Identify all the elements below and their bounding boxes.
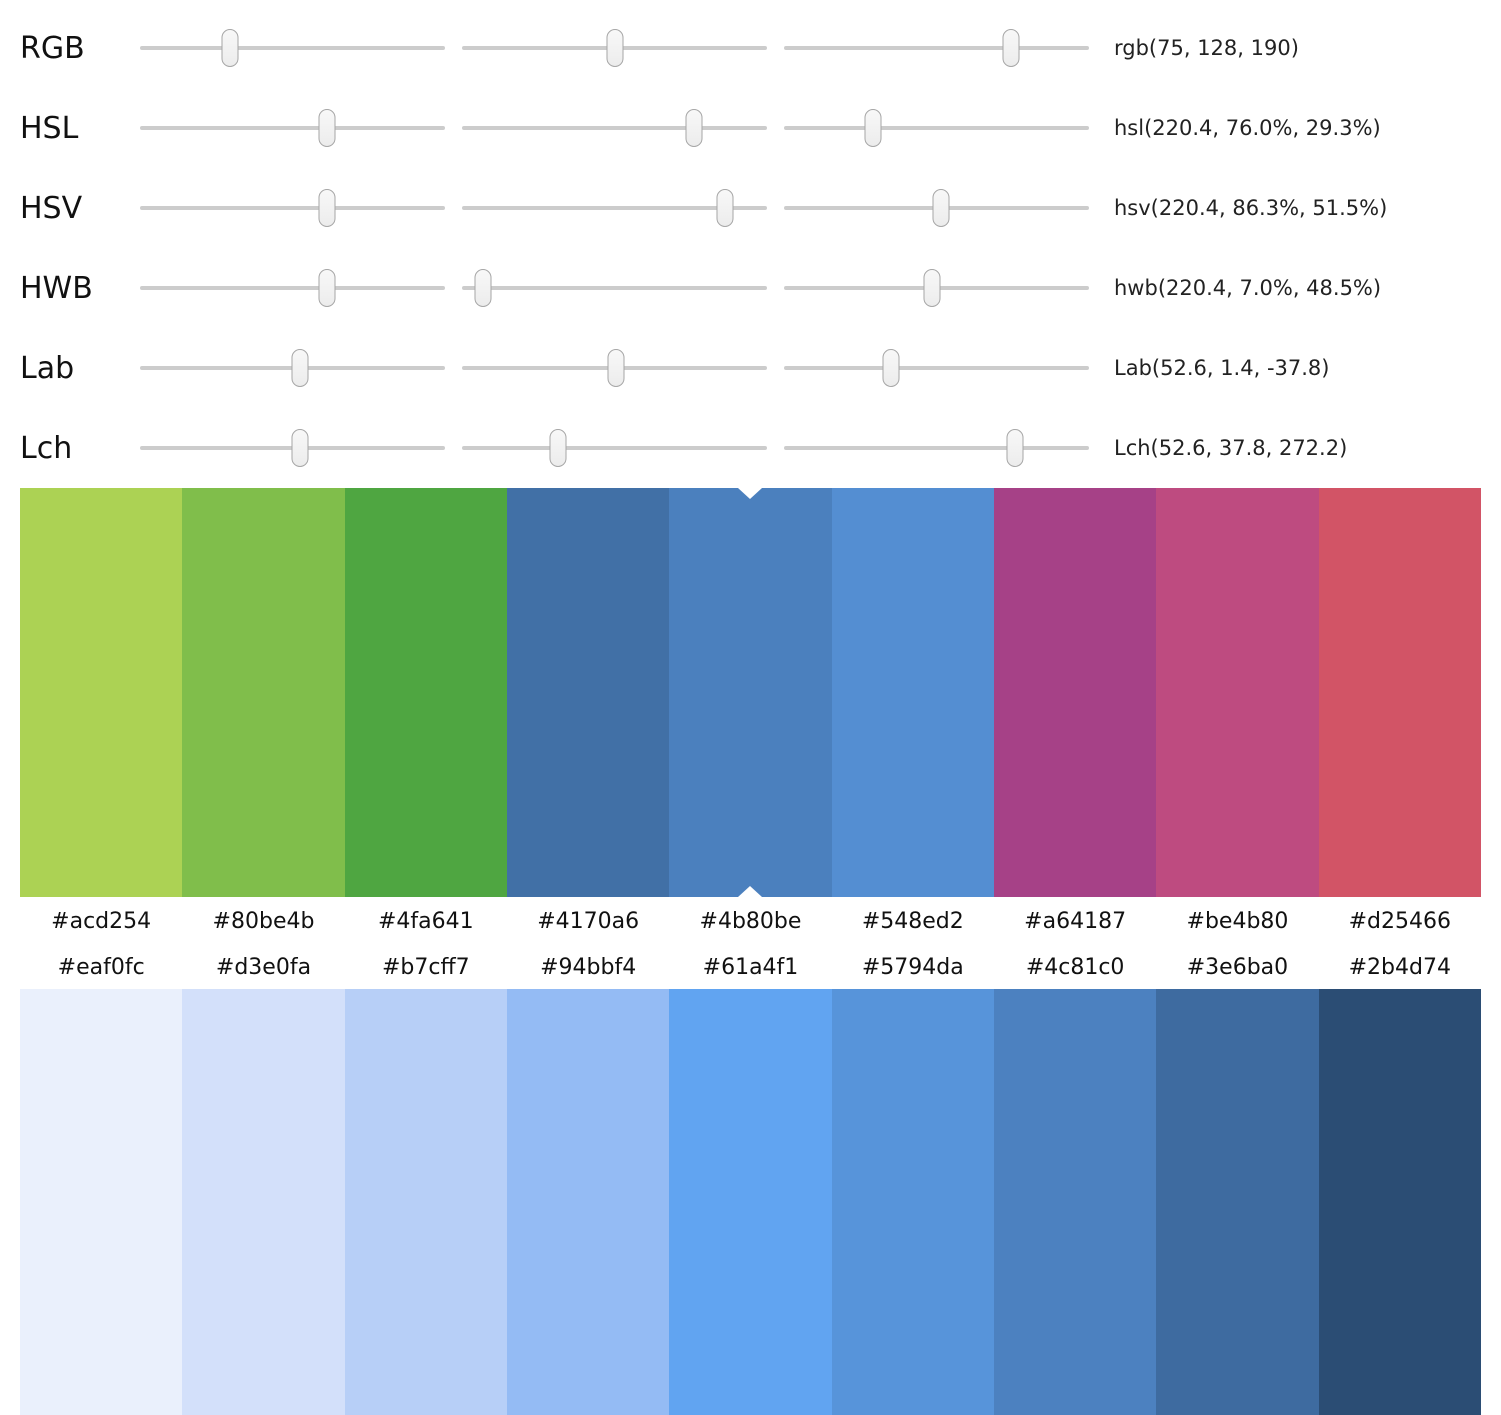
shade-palette-strip <box>20 989 1481 1415</box>
palette-swatch[interactable] <box>831 989 994 1415</box>
swatch-hex-label: #2b4d74 <box>1348 954 1451 980</box>
slider-track-lab-0[interactable] <box>140 349 445 387</box>
slider-thumb-hsv-1[interactable] <box>716 189 734 227</box>
palette-swatch[interactable] <box>831 488 994 897</box>
slider-thumb-hsl-0[interactable] <box>318 109 336 147</box>
selected-swatch-notch-bottom <box>738 886 763 897</box>
palette-swatch[interactable] <box>506 488 670 897</box>
color-value-text: rgb(75, 128, 190) <box>1114 36 1299 60</box>
palette-swatch[interactable] <box>669 488 832 897</box>
slider-track-rgb-1[interactable] <box>462 29 767 67</box>
slider-track-lch-2[interactable] <box>784 429 1089 467</box>
swatch-hex-label: #80be4b <box>212 908 315 934</box>
slider-row-rgb: RGB rgb(75, 128, 190) <box>20 8 1501 88</box>
colorspace-label: Lab <box>20 350 75 386</box>
slider-track-hwb-0[interactable] <box>140 269 445 307</box>
swatch-hex-label: #4b80be <box>699 908 802 934</box>
palette-swatch[interactable] <box>182 989 345 1415</box>
slider-thumb-lch-1[interactable] <box>549 429 567 467</box>
swatch-hex-label: #61a4f1 <box>702 954 799 980</box>
slider-thumb-hwb-1[interactable] <box>474 269 492 307</box>
swatch-hex-label: #b7cff7 <box>381 954 470 980</box>
slider-row-lab: Lab Lab(52.6, 1.4, -37.8) <box>20 328 1501 408</box>
slider-track-hsv-0[interactable] <box>140 189 445 227</box>
slider-track-lch-1[interactable] <box>462 429 767 467</box>
palette-swatch[interactable] <box>1156 989 1319 1415</box>
slider-thumb-hwb-2[interactable] <box>923 269 941 307</box>
palette-swatch[interactable] <box>669 989 832 1415</box>
slider-track-hsl-2[interactable] <box>784 109 1089 147</box>
slider-track-lab-2[interactable] <box>784 349 1089 387</box>
slider-thumb-rgb-0[interactable] <box>221 29 239 67</box>
color-value-text: hsl(220.4, 76.0%, 29.3%) <box>1114 116 1381 140</box>
slider-track-lab-1[interactable] <box>462 349 767 387</box>
slider-row-lch: Lch Lch(52.6, 37.8, 272.2) <box>20 408 1501 488</box>
slider-thumb-lch-2[interactable] <box>1006 429 1024 467</box>
slider-thumb-hsl-1[interactable] <box>685 109 703 147</box>
slider-row-hwb: HWB hwb(220.4, 7.0%, 48.5%) <box>20 248 1501 328</box>
palette-swatch[interactable] <box>1318 989 1481 1415</box>
slider-thumb-rgb-1[interactable] <box>606 29 624 67</box>
palette-swatch[interactable] <box>344 989 507 1415</box>
swatch-hex-label: #eaf0fc <box>57 954 145 980</box>
colorspace-label: HSV <box>20 190 83 226</box>
colorspace-label: Lch <box>20 430 73 466</box>
slider-track-hsl-1[interactable] <box>462 109 767 147</box>
slider-track-hwb-1[interactable] <box>462 269 767 307</box>
swatch-hex-label: #3e6ba0 <box>1186 954 1289 980</box>
color-value-text: hsv(220.4, 86.3%, 51.5%) <box>1114 196 1388 220</box>
slider-thumb-hsv-0[interactable] <box>318 189 336 227</box>
swatch-hex-label: #5794da <box>861 954 964 980</box>
slider-row-hsl: HSL hsl(220.4, 76.0%, 29.3%) <box>20 88 1501 168</box>
swatch-hex-label: #a64187 <box>1024 908 1127 934</box>
swatch-hex-label: #4170a6 <box>537 908 640 934</box>
slider-thumb-hwb-0[interactable] <box>318 269 336 307</box>
palette-swatch[interactable] <box>344 488 507 897</box>
slider-thumb-lab-0[interactable] <box>291 349 309 387</box>
slider-track-rgb-2[interactable] <box>784 29 1089 67</box>
slider-thumb-hsl-2[interactable] <box>864 109 882 147</box>
slider-track-hwb-2[interactable] <box>784 269 1089 307</box>
color-sliders-section: RGB rgb(75, 128, 190) HSL hsl(220.4, 76.0%,… <box>0 0 1501 488</box>
color-value-text: Lch(52.6, 37.8, 272.2) <box>1114 436 1348 460</box>
slider-track-lch-0[interactable] <box>140 429 445 467</box>
swatch-hex-label: #be4b80 <box>1186 908 1289 934</box>
slider-thumb-lch-0[interactable] <box>291 429 309 467</box>
swatch-hex-label: #94bbf4 <box>540 954 637 980</box>
slider-row-hsv: HSV hsv(220.4, 86.3%, 51.5%) <box>20 168 1501 248</box>
slider-thumb-hsv-2[interactable] <box>932 189 950 227</box>
palette-swatch[interactable] <box>182 488 345 897</box>
palette-swatch[interactable] <box>993 989 1157 1415</box>
palette-swatch[interactable] <box>20 989 183 1415</box>
colorspace-label: HWB <box>20 270 93 306</box>
color-value-text: hwb(220.4, 7.0%, 48.5%) <box>1114 276 1382 300</box>
hue-palette-strip <box>20 488 1481 897</box>
slider-track-rgb-0[interactable] <box>140 29 445 67</box>
swatch-hex-label: #d3e0fa <box>215 954 312 980</box>
swatch-hex-label: #acd254 <box>51 908 152 934</box>
palette-swatch[interactable] <box>1318 488 1481 897</box>
hue-palette-labels: #acd254 #80be4b #4fa641 #4170a6 #4b80be #548e… <box>20 897 1481 945</box>
palette-swatch[interactable] <box>1156 488 1319 897</box>
colorspace-label: HSL <box>20 110 79 146</box>
slider-thumb-lab-2[interactable] <box>882 349 900 387</box>
slider-track-hsv-1[interactable] <box>462 189 767 227</box>
color-value-text: Lab(52.6, 1.4, -37.8) <box>1114 356 1330 380</box>
selected-swatch-notch-top <box>738 488 763 499</box>
swatch-hex-label: #4c81c0 <box>1025 954 1125 980</box>
swatch-hex-label: #d25466 <box>1348 908 1451 934</box>
colorspace-label: RGB <box>20 30 85 66</box>
slider-track-hsv-2[interactable] <box>784 189 1089 227</box>
palette-swatch[interactable] <box>506 989 670 1415</box>
slider-thumb-rgb-2[interactable] <box>1002 29 1020 67</box>
swatch-hex-label: #548ed2 <box>861 908 964 934</box>
palette-swatch[interactable] <box>20 488 183 897</box>
shade-palette-labels: #eaf0fc #d3e0fa #b7cff7 #94bbf4 #61a4f1 #5794… <box>20 945 1481 989</box>
slider-thumb-lab-1[interactable] <box>607 349 625 387</box>
palette-swatch[interactable] <box>993 488 1157 897</box>
slider-track-hsl-0[interactable] <box>140 109 445 147</box>
swatch-hex-label: #4fa641 <box>377 908 474 934</box>
